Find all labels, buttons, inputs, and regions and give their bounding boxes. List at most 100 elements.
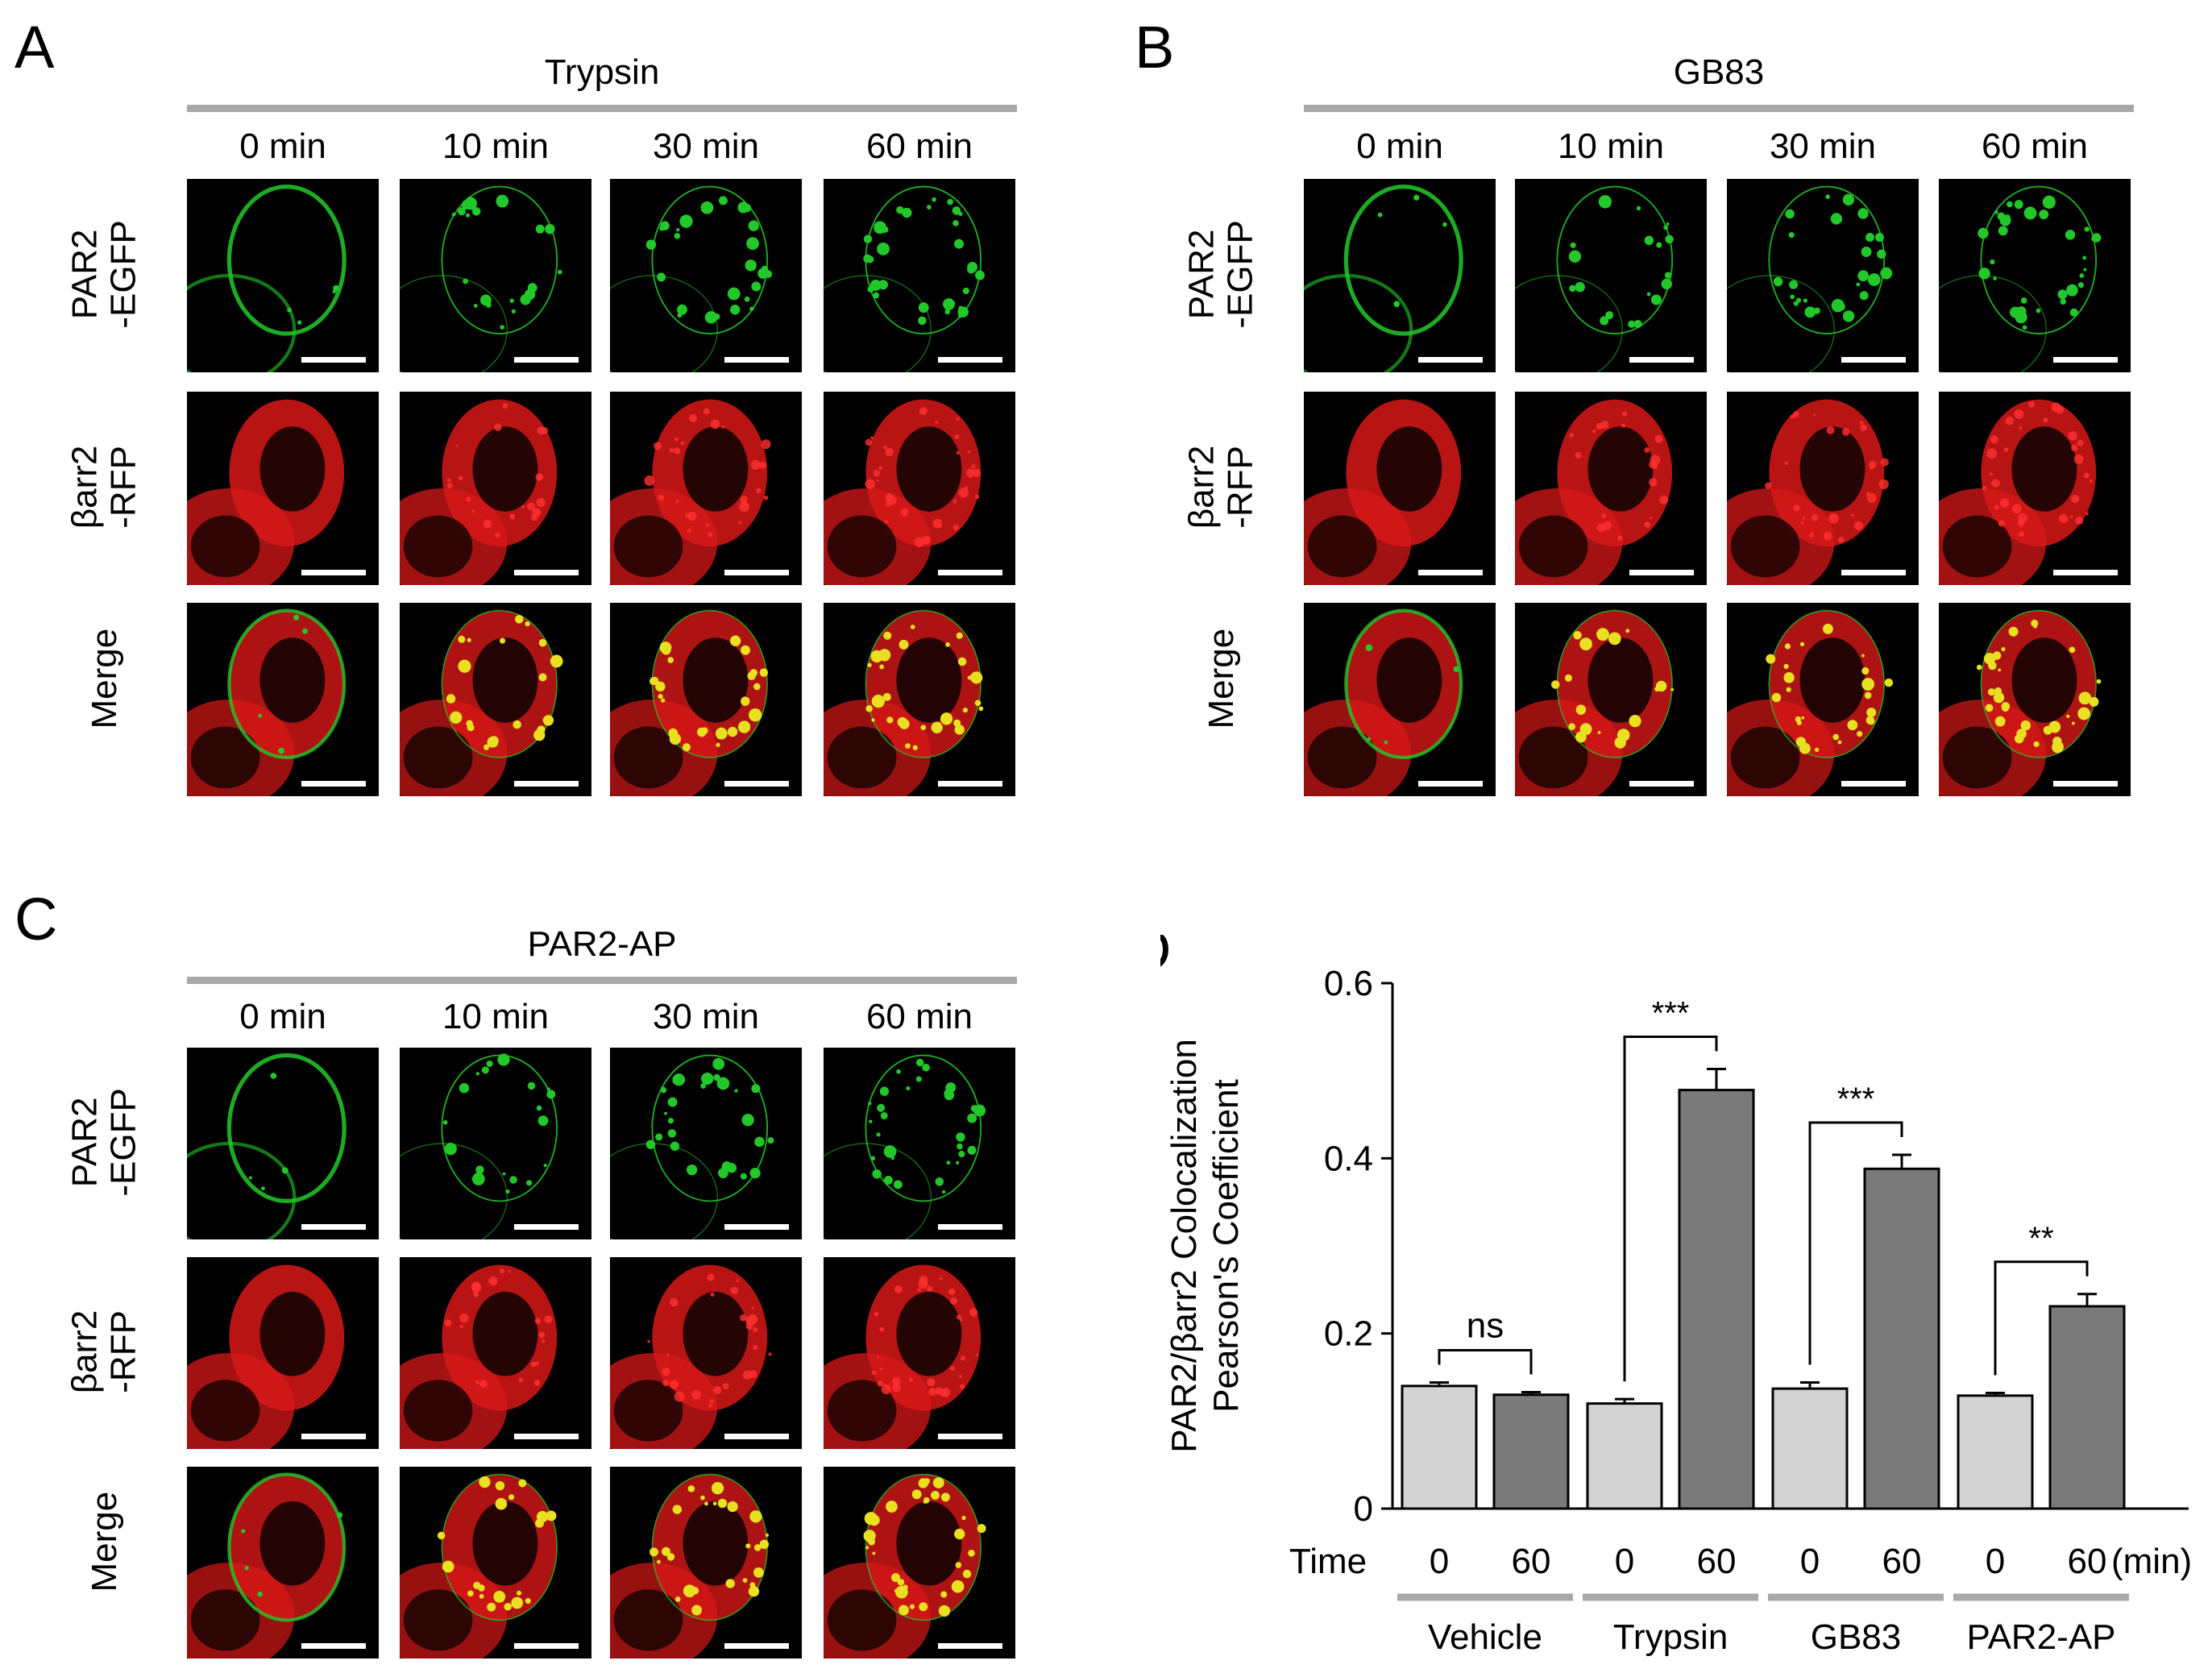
timepoint-label: 10 min <box>1557 127 1665 166</box>
channel-label: βarr2 -RFP <box>1181 445 1260 529</box>
micrograph <box>187 1048 379 1239</box>
micrograph <box>400 1048 591 1239</box>
scale-bar <box>301 570 366 575</box>
condition-title: Trypsin <box>544 52 660 92</box>
channel-label: PAR2 -EGFP <box>64 1088 143 1197</box>
bar <box>1586 1402 1663 1510</box>
scale-bar <box>1418 570 1483 575</box>
scale-bar <box>514 1434 579 1439</box>
scale-bar <box>724 781 789 787</box>
y-tick-label: 0.6 <box>1324 964 1373 1003</box>
micrograph <box>824 1257 1015 1449</box>
scale-bar <box>724 1434 789 1439</box>
scale-bar <box>938 357 1002 363</box>
time-unit-label: (min) <box>2111 1542 2192 1581</box>
time-tick-label: 60 <box>2068 1542 2107 1581</box>
scale-bar <box>514 1224 579 1230</box>
micrograph <box>1939 392 2131 585</box>
panel-letter: C <box>15 886 58 953</box>
scale-bar <box>938 1643 1002 1649</box>
micrograph <box>1304 179 1496 372</box>
micrograph <box>824 1048 1015 1239</box>
micrograph <box>1727 392 1919 585</box>
time-tick-label: 60 <box>1697 1542 1737 1581</box>
micrograph <box>400 1257 591 1449</box>
significance-label: *** <box>1652 995 1690 1031</box>
scale-bar <box>1418 781 1483 787</box>
group-label: GB83 <box>1811 1617 1902 1657</box>
scale-bar <box>2053 781 2118 787</box>
micrograph <box>610 1467 802 1658</box>
scale-bar <box>1841 357 1906 363</box>
micrograph <box>1304 603 1496 796</box>
scale-bar <box>301 357 366 363</box>
y-axis-label: PAR2/βarr2 Colocalization <box>1164 1039 1204 1453</box>
micrograph <box>187 1257 379 1449</box>
condition-underline <box>187 105 1017 112</box>
scale-bar <box>1841 781 1906 787</box>
scale-bar <box>514 570 579 575</box>
scale-bar <box>1629 357 1694 363</box>
micrograph <box>1515 603 1707 796</box>
micrograph <box>400 1467 591 1658</box>
timepoint-label: 60 min <box>865 997 973 1036</box>
time-tick-label: 0 <box>1615 1542 1634 1581</box>
scale-bar <box>301 1434 366 1439</box>
timepoint-label: 30 min <box>652 997 760 1036</box>
channel-label: PAR2 -EGFP <box>64 220 143 329</box>
bar <box>1492 1393 1570 1510</box>
micrograph <box>400 179 591 372</box>
micrograph <box>1727 603 1919 796</box>
bar <box>2048 1305 2126 1510</box>
timepoint-label: 30 min <box>1769 127 1877 166</box>
condition-title: PAR2-AP <box>527 924 677 964</box>
micrograph <box>1515 179 1707 372</box>
panel-letter: D <box>1160 935 1171 983</box>
micrograph <box>187 392 379 585</box>
scale-bar <box>724 1643 789 1649</box>
micrograph <box>610 179 802 372</box>
micrograph <box>1939 179 2131 372</box>
y-tick-label: 0 <box>1354 1489 1373 1529</box>
condition-title: GB83 <box>1673 52 1765 92</box>
timepoint-label: 60 min <box>865 127 973 166</box>
micrograph <box>610 1257 802 1449</box>
group-label: Vehicle <box>1428 1617 1542 1657</box>
panel-letter: A <box>15 14 55 81</box>
scale-bar <box>938 1434 1002 1439</box>
group-label: PAR2-AP <box>1966 1617 2115 1657</box>
time-tick-label: 0 <box>1800 1542 1820 1581</box>
channel-label: Merge <box>84 628 124 729</box>
significance-bracket <box>1994 1260 2089 1376</box>
micrograph <box>400 392 591 585</box>
scale-bar <box>938 1224 1002 1230</box>
channel-label: Merge <box>1201 628 1241 729</box>
scale-bar <box>514 781 579 787</box>
timepoint-label: 10 min <box>442 997 550 1036</box>
condition-underline <box>187 977 1017 984</box>
bar <box>1678 1089 1755 1510</box>
time-tick-label: 0 <box>1986 1542 2005 1581</box>
y-tick-label: 0.4 <box>1324 1139 1373 1178</box>
bar <box>1771 1387 1849 1510</box>
significance-bracket <box>1808 1121 1903 1365</box>
micrograph <box>1939 603 2131 796</box>
time-tick-label: 60 <box>1882 1542 1922 1581</box>
scale-bar <box>724 357 789 363</box>
micrograph <box>187 179 379 372</box>
timepoint-label: 30 min <box>652 127 760 166</box>
scale-bar <box>1629 781 1694 787</box>
scale-bar <box>2053 357 2118 363</box>
timepoint-label: 0 min <box>239 997 326 1036</box>
channel-label: βarr2 -RFP <box>64 445 143 529</box>
bar <box>1401 1384 1478 1510</box>
micrograph <box>187 603 379 796</box>
time-axis-label: Time <box>1289 1542 1367 1581</box>
scale-bar <box>301 1224 366 1230</box>
significance-bracket <box>1438 1349 1533 1375</box>
scale-bar <box>724 1224 789 1230</box>
y-axis-label: Pearson's Coefficient <box>1206 1079 1246 1413</box>
significance-bracket <box>1623 1035 1718 1382</box>
scale-bar <box>938 570 1002 575</box>
scale-bar <box>938 781 1002 787</box>
